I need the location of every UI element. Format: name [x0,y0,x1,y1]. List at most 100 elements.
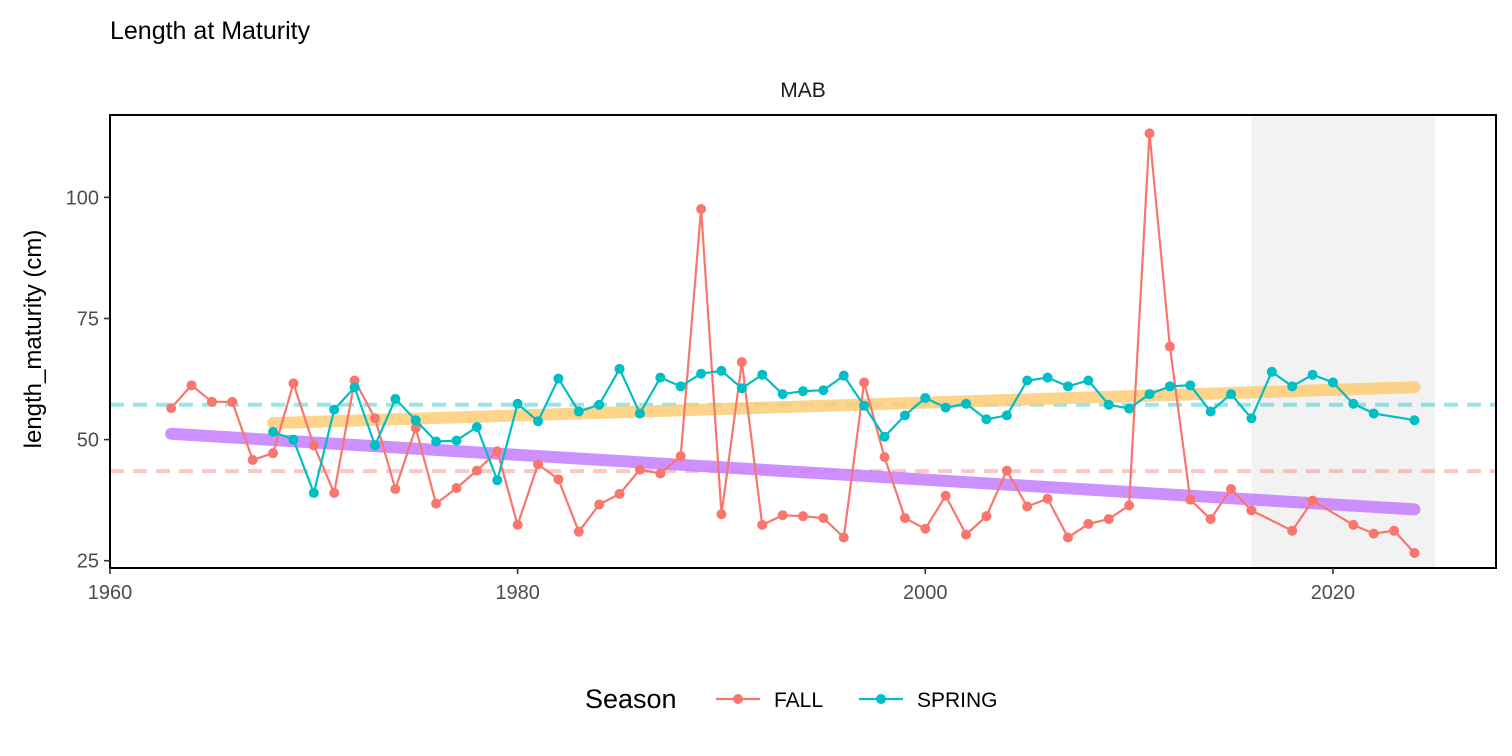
data-point-fall [1368,528,1379,539]
data-point-fall [981,511,992,522]
data-point-fall [268,448,279,459]
data-point-fall [1226,484,1237,495]
data-point-spring [1185,380,1196,391]
data-point-fall [206,396,217,407]
data-point-spring [471,422,482,433]
data-point-spring [1103,399,1114,410]
data-point-fall [227,396,238,407]
data-point-spring [288,434,299,445]
x-tick-label: 2020 [1311,582,1356,604]
data-point-fall [166,403,177,414]
data-point-fall [777,510,788,521]
data-point-fall [594,499,605,510]
data-point-spring [1327,377,1338,388]
data-point-spring [390,393,401,404]
data-point-fall [634,464,645,475]
trend-line-spring [267,381,1421,430]
data-point-fall [369,413,380,424]
data-point-spring [777,389,788,400]
data-point-fall [818,513,829,524]
data-point-spring [268,426,279,437]
data-point-fall [940,490,951,501]
data-point-spring [369,440,380,451]
data-point-fall [675,451,686,462]
data-point-spring [1144,389,1155,400]
data-point-fall [410,422,421,433]
data-point-fall [1164,341,1175,352]
data-point-spring [431,436,442,447]
data-point-fall [838,532,849,543]
data-point-fall [533,459,544,470]
data-point-fall [1246,505,1257,516]
data-point-fall [961,529,972,540]
data-point-fall [1124,500,1135,511]
data-point-fall [655,468,666,479]
data-point-spring [634,408,645,419]
data-point-spring [879,431,890,442]
data-point-spring [859,400,870,411]
legend-label-spring: SPRING [917,689,998,712]
data-point-spring [329,404,340,415]
panel-border [109,114,1497,569]
data-point-spring [920,392,931,403]
data-point-spring [553,373,564,384]
data-point-fall [553,474,564,485]
data-point-fall [798,511,808,522]
data-point-spring [1124,403,1135,414]
data-point-spring [1042,372,1053,383]
data-point-fall [899,513,910,524]
data-point-spring [1001,410,1012,421]
data-point-spring [533,416,544,427]
data-point-spring [1246,413,1257,424]
data-point-spring [349,382,360,393]
data-point-spring [1266,366,1277,377]
x-tick-label: 2000 [903,582,948,604]
y-tick-label: 25 [77,551,99,573]
y-tick-label: 75 [77,308,99,330]
data-point-fall [492,446,503,457]
data-point-fall [696,203,707,214]
data-point-spring [1062,381,1073,392]
data-point-spring [1083,375,1094,386]
data-point-spring [614,363,625,374]
data-point-spring [594,399,605,410]
data-point-fall [1083,518,1094,529]
data-point-spring [1287,381,1298,392]
data-point-fall [614,488,625,499]
panel-label: MAB [780,79,826,102]
y-axis-title: length_maturity (cm) [20,230,47,449]
data-point-spring [410,415,421,426]
data-point-fall [757,519,768,530]
data-point-spring [1307,369,1318,380]
y-tick-label: 50 [77,430,99,452]
legend-label-fall: FALL [774,689,823,712]
legend-key-point-spring [876,694,886,704]
data-point-spring [1226,389,1237,400]
data-point-spring [798,386,808,397]
data-point-spring [838,370,849,381]
data-point-spring [1368,408,1379,419]
data-point-fall [1389,525,1400,536]
data-point-fall [471,465,482,476]
x-tick-label: 1980 [495,582,540,604]
data-point-fall [431,498,442,509]
data-point-spring [736,383,747,394]
data-point-spring [1409,415,1420,426]
data-point-fall [288,378,299,389]
legend-title: Season [585,684,677,714]
data-point-fall [736,357,747,368]
data-point-spring [981,414,992,425]
x-tick-label: 1960 [88,582,133,604]
data-point-spring [1348,398,1359,409]
data-point-fall [1409,547,1420,558]
legend-key-point-fall [733,694,743,704]
data-point-fall [1042,493,1053,504]
data-point-fall [1348,519,1359,530]
data-point-fall [308,440,319,451]
data-point-spring [512,398,523,409]
data-point-fall [1307,495,1318,506]
data-point-fall [1287,525,1298,536]
series-line-fall [170,133,1416,554]
data-point-spring [757,369,768,380]
